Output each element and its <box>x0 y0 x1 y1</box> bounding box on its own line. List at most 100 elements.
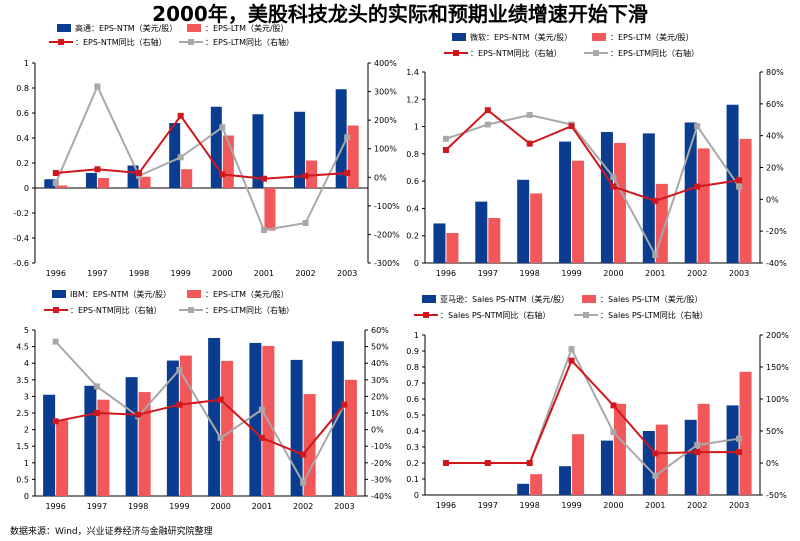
bar-ltm <box>306 160 318 188</box>
series-ntm-yoy-point <box>610 402 617 409</box>
series-ntm-yoy-point <box>217 396 224 403</box>
bar-ltm <box>222 135 234 188</box>
bar-ntm <box>642 431 655 495</box>
left-tick-label: 0.8 <box>406 363 419 372</box>
bar-ltm <box>739 138 752 263</box>
series-ntm-yoy-point <box>136 170 143 176</box>
category-label: 1999 <box>169 502 189 511</box>
series-ltm-yoy-point <box>94 83 101 90</box>
series-ntm-yoy-point <box>135 411 142 418</box>
category-label: 1996 <box>436 501 456 510</box>
right-tick-label: -100% <box>374 202 400 211</box>
left-tick-label: 0.2 <box>16 159 29 168</box>
bar-ntm <box>210 106 222 188</box>
bar-ltm <box>139 176 151 188</box>
series-ltm-yoy-point <box>652 472 659 479</box>
bar-ltm <box>347 125 359 188</box>
bar-ntm <box>517 483 530 495</box>
series-ltm-yoy-point <box>610 174 617 181</box>
bar-ltm <box>181 169 193 188</box>
series-ltm-yoy-point <box>52 338 59 345</box>
series-ntm-yoy-point <box>736 177 743 184</box>
series-ntm-yoy-line <box>55 398 346 456</box>
series-ltm-yoy-point <box>260 227 267 234</box>
left-tick-label: 0 <box>414 259 419 268</box>
left-tick-label: 1.5 <box>16 442 29 451</box>
legend-label: ：EPS-LTM（美元/股） <box>205 23 289 33</box>
right-tick-label: 60% <box>766 100 784 109</box>
right-tick-label: -40% <box>371 492 392 501</box>
category-label: 1997 <box>87 269 107 278</box>
left-tick-label: 3 <box>24 392 29 401</box>
legend-label: IBM：EPS-NTM（美元/股） <box>70 289 171 299</box>
bar-ntm <box>125 377 138 496</box>
right-tick-label: 20% <box>766 164 784 173</box>
left-tick-label: 0.6 <box>406 177 419 186</box>
bar-ntm <box>85 173 97 188</box>
right-tick-label: -50% <box>766 491 787 500</box>
bar-ntm <box>600 440 613 495</box>
right-tick-label: -300% <box>374 259 400 268</box>
bar-ntm <box>517 179 530 263</box>
right-tick-label: -20% <box>371 459 392 468</box>
category-label: 1999 <box>171 269 191 278</box>
series-ntm-yoy-point <box>736 449 743 456</box>
bar-ltm <box>344 379 357 496</box>
series-ntm-yoy-point <box>526 140 533 147</box>
right-tick-label: 0% <box>371 426 384 435</box>
bar-ltm <box>97 399 110 496</box>
right-tick-label: 0% <box>766 459 779 468</box>
category-label: 1997 <box>478 501 498 510</box>
left-tick-label: 0.4 <box>16 134 29 143</box>
legend-label: 高通：EPS-NTM（美元/股） <box>75 23 177 33</box>
bar-ntm <box>252 114 264 188</box>
legend-label: 亚马逊：Sales PS-NTM（美元/股） <box>440 294 569 304</box>
left-tick-label: 2.5 <box>16 409 29 418</box>
bar-ntm <box>559 141 572 263</box>
category-label: 2000 <box>603 269 623 278</box>
series-ntm-yoy-line <box>55 114 348 180</box>
legend-label: ：EPS-LTM（美元/股） <box>205 289 289 299</box>
bar-ltm <box>303 394 316 496</box>
left-tick-label: 0.8 <box>406 150 419 159</box>
left-tick-label: -0.4 <box>13 234 29 243</box>
left-tick-label: 0.5 <box>406 411 419 420</box>
category-label: 2003 <box>729 269 749 278</box>
right-tick-label: 20% <box>371 392 389 401</box>
bar-ltm <box>56 185 68 188</box>
category-label: 2001 <box>645 501 665 510</box>
bar-ntm <box>169 123 181 188</box>
bar-ntm <box>290 359 303 496</box>
series-ntm-yoy-point <box>652 450 659 457</box>
series-ltm-yoy-point <box>526 111 533 118</box>
series-ntm-yoy-point <box>526 460 533 466</box>
left-tick-label: -0.6 <box>13 259 29 268</box>
legend-label: ：EPS-LTM同比（右轴） <box>610 48 699 58</box>
legend-label: ：Sales PS-LTM同比（右轴） <box>600 310 708 320</box>
left-tick-label: 1 <box>24 59 29 68</box>
right-tick-label: -30% <box>371 475 392 484</box>
series-ltm-yoy-point <box>52 180 59 186</box>
bar-ltm <box>530 474 543 495</box>
series-ltm-yoy-point <box>736 183 743 190</box>
series-ltm-yoy-line <box>445 113 740 258</box>
legend-swatch <box>187 290 201 298</box>
right-tick-label: 100% <box>374 145 397 154</box>
legend-label: 微软：EPS-NTM（美元/股） <box>470 32 572 42</box>
left-tick-label: 3.5 <box>16 376 29 385</box>
category-label: 1998 <box>520 269 540 278</box>
series-ltm-yoy-point <box>610 429 617 436</box>
category-label: 2000 <box>210 502 230 511</box>
legend-swatch-marker <box>453 50 459 56</box>
right-tick-label: -200% <box>374 230 400 239</box>
legend-swatch <box>422 295 436 303</box>
bar-ltm <box>613 142 626 263</box>
series-ltm-yoy-point <box>177 154 184 161</box>
series-ntm-yoy-point <box>52 170 59 176</box>
left-tick-label: 0.3 <box>406 443 419 452</box>
right-tick-label: 30% <box>371 376 389 385</box>
bar-ntm <box>433 223 446 263</box>
legend-label: ：EPS-NTM同比（右轴） <box>70 305 162 315</box>
